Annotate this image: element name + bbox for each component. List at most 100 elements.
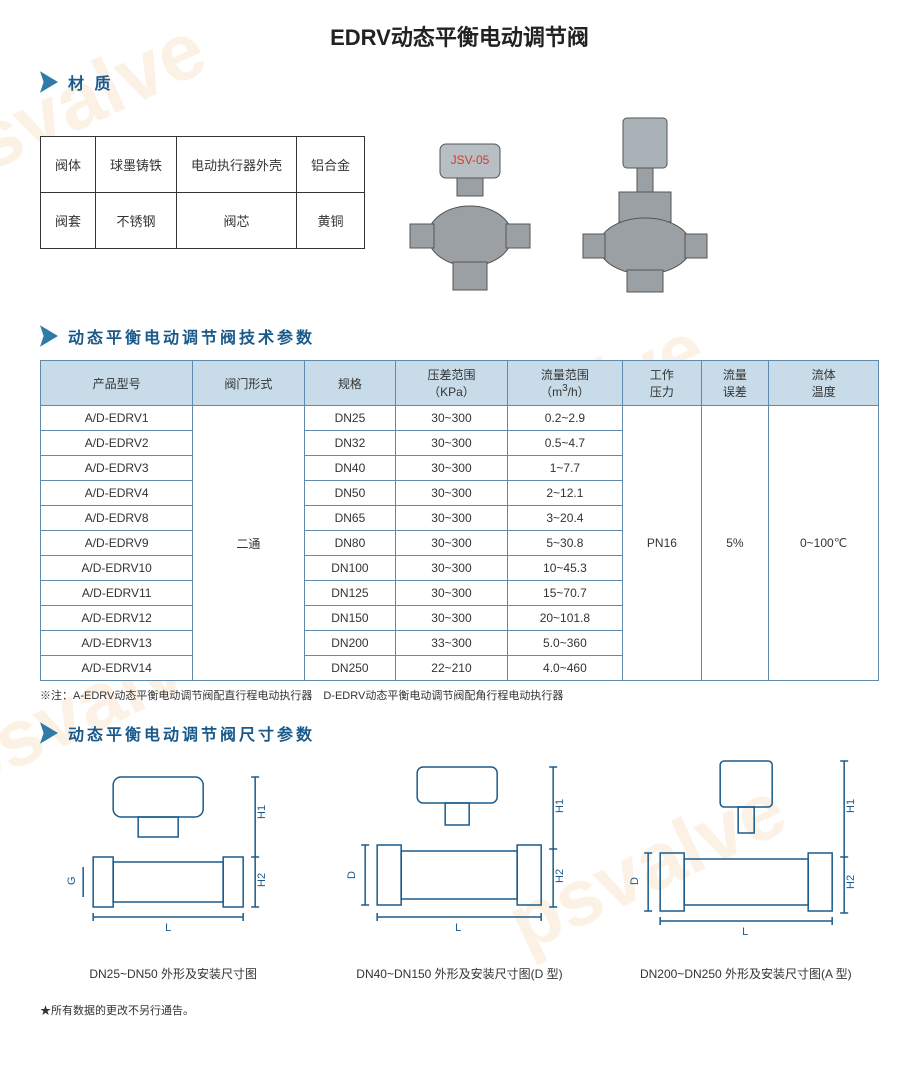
col-type: 阀门形式 xyxy=(193,361,304,406)
cell-dp: 33~300 xyxy=(396,631,507,656)
page-title: EDRV动态平衡电动调节阀 xyxy=(40,20,879,52)
mat-cell: 铝合金 xyxy=(297,137,365,193)
svg-text:L: L xyxy=(165,922,171,934)
cell-model: A/D-EDRV1 xyxy=(41,406,193,431)
cell-model: A/D-EDRV3 xyxy=(41,456,193,481)
product-images: JSV-05 xyxy=(395,116,715,306)
cell-model: A/D-EDRV13 xyxy=(41,631,193,656)
mat-cell: 阀体 xyxy=(41,137,96,193)
cell-flow_error: 5% xyxy=(701,406,769,681)
cell-flow: 20~101.8 xyxy=(507,606,623,631)
cell-valve-type: 二通 xyxy=(193,406,304,681)
cell-flow: 5~30.8 xyxy=(507,531,623,556)
cell-pressure: PN16 xyxy=(623,406,701,681)
mat-cell: 黄铜 xyxy=(297,193,365,249)
cell-model: A/D-EDRV11 xyxy=(41,581,193,606)
svg-text:L: L xyxy=(742,926,748,938)
col-error: 流量误差 xyxy=(701,361,769,406)
material-row: 阀体 球墨铸铁 电动执行器外壳 铝合金 阀套 不锈钢 阀芯 黄铜 JSV-05 xyxy=(40,106,879,306)
cell-flow: 5.0~360 xyxy=(507,631,623,656)
mat-cell: 不锈钢 xyxy=(96,193,177,249)
product-image-right xyxy=(575,116,715,306)
cell-spec: DN200 xyxy=(304,631,396,656)
cell-model: A/D-EDRV10 xyxy=(41,556,193,581)
cell-spec: DN250 xyxy=(304,656,396,681)
cell-spec: DN80 xyxy=(304,531,396,556)
cell-dp: 30~300 xyxy=(396,531,507,556)
section-heading: 动态平衡电动调节阀尺寸参数 xyxy=(68,721,315,745)
cell-model: A/D-EDRV12 xyxy=(41,606,193,631)
spec-header-row: 产品型号 阀门形式 规格 压差范围（KPa） 流量范围（m3/h） 工作压力 流… xyxy=(41,361,879,406)
table-row: 阀套 不锈钢 阀芯 黄铜 xyxy=(41,193,365,249)
cell-dp: 30~300 xyxy=(396,581,507,606)
cell-model: A/D-EDRV14 xyxy=(41,656,193,681)
section-header-material: 材 质 xyxy=(40,70,879,94)
cell-dp: 22~210 xyxy=(396,656,507,681)
product-image-left: JSV-05 xyxy=(395,136,545,306)
spec-note: ※注：A-EDRV动态平衡电动调节阀配直行程电动执行器 D-EDRV动态平衡电动… xyxy=(40,687,879,703)
svg-text:G: G xyxy=(66,876,78,885)
col-spec: 规格 xyxy=(304,361,396,406)
diagram-caption: DN25~DN50 外形及安装尺寸图 xyxy=(89,965,257,982)
wedge-icon xyxy=(40,325,58,347)
cell-model: A/D-EDRV2 xyxy=(41,431,193,456)
cell-spec: DN150 xyxy=(304,606,396,631)
cell-model: A/D-EDRV9 xyxy=(41,531,193,556)
cell-spec: DN40 xyxy=(304,456,396,481)
cell-dp: 30~300 xyxy=(396,556,507,581)
diagram-3: D L H1 H2 DN200~DN250 外形及安装尺寸图(A 型) xyxy=(613,757,879,982)
col-temp: 流体温度 xyxy=(769,361,879,406)
cell-flow: 3~20.4 xyxy=(507,506,623,531)
section-heading: 动态平衡电动调节阀技术参数 xyxy=(68,324,315,348)
mat-cell: 球墨铸铁 xyxy=(96,137,177,193)
cell-flow: 4.0~460 xyxy=(507,656,623,681)
section-header-dims: 动态平衡电动调节阀尺寸参数 xyxy=(40,721,879,745)
col-model: 产品型号 xyxy=(41,361,193,406)
cell-flow: 0.2~2.9 xyxy=(507,406,623,431)
cell-flow: 15~70.7 xyxy=(507,581,623,606)
cell-flow: 10~45.3 xyxy=(507,556,623,581)
diagrams-row: G L H1 H2 DN25~DN50 外形及安装尺寸图 xyxy=(40,757,879,982)
cell-flow: 0.5~4.7 xyxy=(507,431,623,456)
cell-fluid_temp: 0~100℃ xyxy=(769,406,879,681)
spec-table: 产品型号 阀门形式 规格 压差范围（KPa） 流量范围（m3/h） 工作压力 流… xyxy=(40,360,879,681)
cell-spec: DN50 xyxy=(304,481,396,506)
svg-text:H1: H1 xyxy=(256,805,268,819)
svg-text:H2: H2 xyxy=(256,873,268,887)
col-pressure: 工作压力 xyxy=(623,361,701,406)
cell-spec: DN65 xyxy=(304,506,396,531)
footer-note: ★所有数据的更改不另行通告。 xyxy=(40,1002,879,1018)
cell-dp: 30~300 xyxy=(396,431,507,456)
diagram-caption: DN200~DN250 外形及安装尺寸图(A 型) xyxy=(640,965,852,982)
col-dp: 压差范围（KPa） xyxy=(396,361,507,406)
diagram-1: G L H1 H2 DN25~DN50 外形及安装尺寸图 xyxy=(40,757,306,982)
svg-text:H1: H1 xyxy=(554,799,566,813)
svg-text:H1: H1 xyxy=(845,799,857,813)
table-row: A/D-EDRV1二通DN2530~3000.2~2.9PN165%0~100℃ xyxy=(41,406,879,431)
cell-spec: DN100 xyxy=(304,556,396,581)
cell-dp: 30~300 xyxy=(396,481,507,506)
wedge-icon xyxy=(40,722,58,744)
actuator-label: JSV-05 xyxy=(451,153,490,167)
cell-spec: DN125 xyxy=(304,581,396,606)
mat-cell: 阀芯 xyxy=(177,193,297,249)
section-header-spec: 动态平衡电动调节阀技术参数 xyxy=(40,324,879,348)
cell-dp: 30~300 xyxy=(396,456,507,481)
cell-flow: 1~7.7 xyxy=(507,456,623,481)
svg-text:H2: H2 xyxy=(845,875,857,889)
table-row: 阀体 球墨铸铁 电动执行器外壳 铝合金 xyxy=(41,137,365,193)
section-heading: 材 质 xyxy=(68,70,113,94)
cell-model: A/D-EDRV4 xyxy=(41,481,193,506)
cell-spec: DN32 xyxy=(304,431,396,456)
svg-text:D: D xyxy=(346,871,358,879)
diagram-caption: DN40~DN150 外形及安装尺寸图(D 型) xyxy=(356,965,562,982)
cell-dp: 30~300 xyxy=(396,406,507,431)
cell-spec: DN25 xyxy=(304,406,396,431)
mat-cell: 阀套 xyxy=(41,193,96,249)
col-flow: 流量范围（m3/h） xyxy=(507,361,623,406)
svg-text:D: D xyxy=(629,877,641,885)
svg-text:H2: H2 xyxy=(554,869,566,883)
cell-flow: 2~12.1 xyxy=(507,481,623,506)
cell-dp: 30~300 xyxy=(396,606,507,631)
svg-text:L: L xyxy=(455,922,461,934)
